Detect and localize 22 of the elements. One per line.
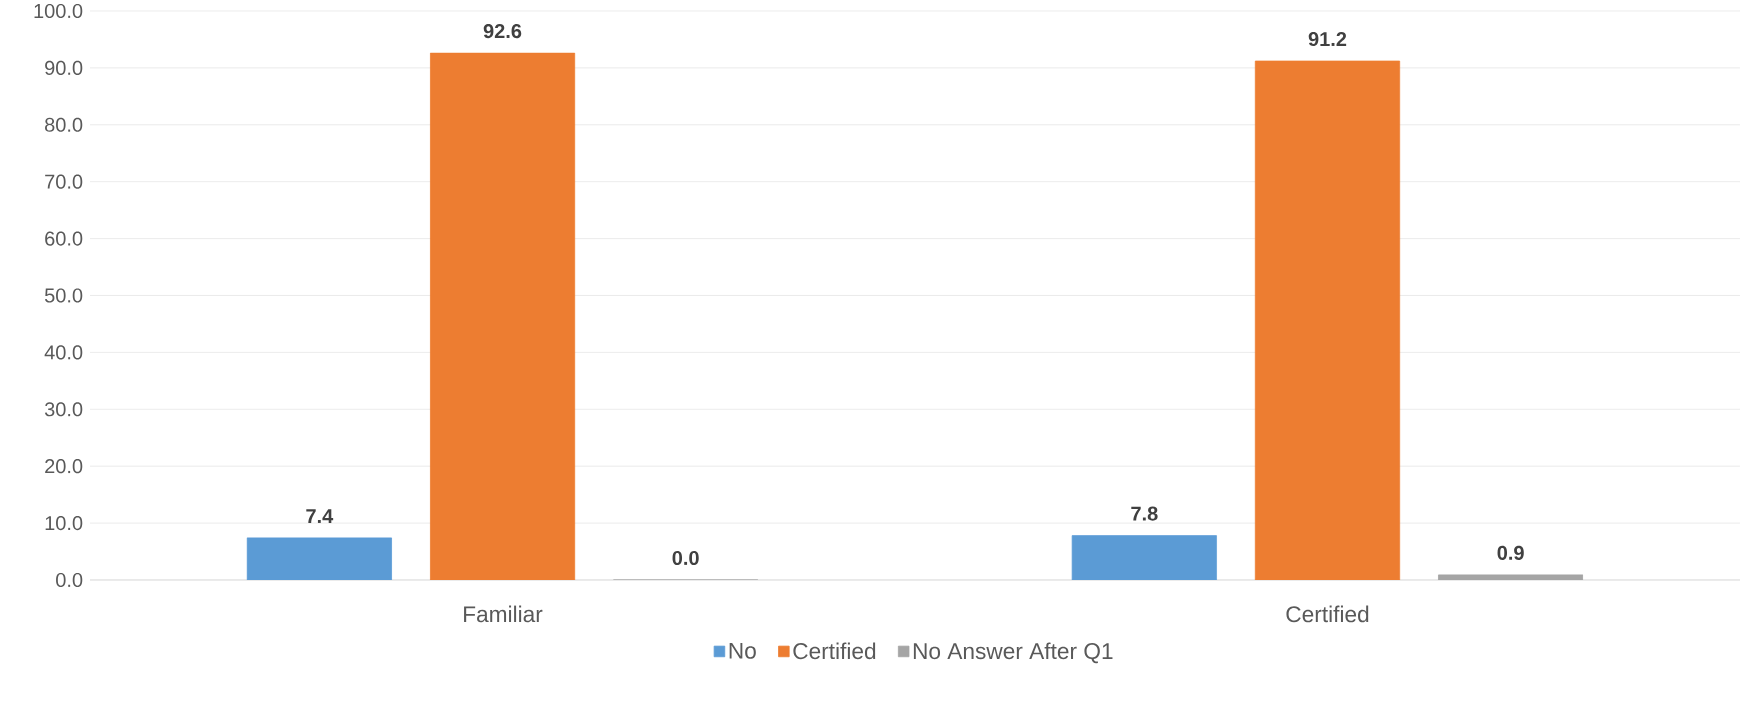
legend-label: Certified (793, 642, 876, 660)
y-tick-label: 80.0 (45, 117, 83, 132)
y-tick-label: 50.0 (44, 288, 83, 303)
legend-label: No Answer After Q1 (913, 642, 1113, 664)
data-label: 0.9 (1497, 545, 1524, 560)
y-tick-label: 100.0 (34, 3, 83, 19)
y-tick-label: 70.0 (45, 174, 83, 189)
data-label: 0.0 (672, 550, 699, 566)
y-tick-label: 40.0 (44, 345, 83, 360)
bar (1438, 574, 1584, 580)
legend-label: No (729, 642, 756, 659)
y-tick-label: 20.0 (45, 459, 83, 474)
y-tick-label: 30.0 (44, 402, 83, 417)
x-tick-label: Familiar (464, 605, 543, 623)
data-label: 7.4 (306, 509, 334, 523)
data-label: 91.2 (1308, 31, 1347, 47)
y-tick-label: 0.0 (56, 572, 83, 588)
y-tick-label: 60.0 (45, 231, 83, 246)
data-label: 7.8 (1131, 506, 1158, 521)
data-label: 92.6 (483, 24, 522, 39)
y-tick-label: 10.0 (45, 516, 83, 531)
y-tick-label: 90.0 (45, 60, 83, 75)
